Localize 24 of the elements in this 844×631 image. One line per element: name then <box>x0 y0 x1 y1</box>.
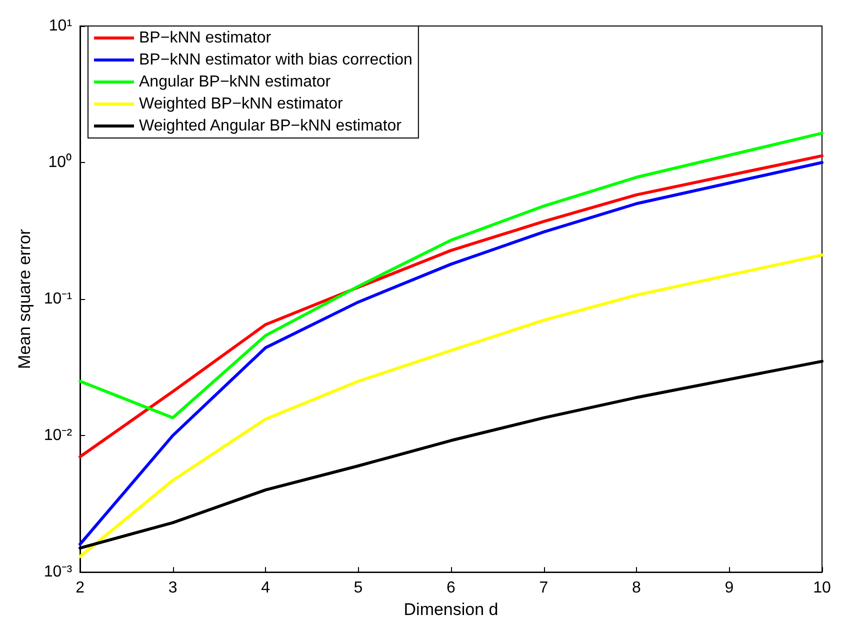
legend-label: BP−kNN estimator <box>139 30 272 46</box>
legend-label: Weighted BP−kNN estimator <box>139 96 344 112</box>
y-axis-title: Mean square error <box>15 228 34 369</box>
line-series <box>78 254 824 558</box>
legend-label: Angular BP−kNN estimator <box>139 74 332 90</box>
line-series <box>78 161 824 546</box>
line-series <box>78 154 824 458</box>
y-tick-label: 10⁻³ <box>44 564 73 581</box>
y-tick-label: 10¹ <box>48 18 72 34</box>
x-tick-label: 10 <box>813 580 831 597</box>
y-tick-label: 10⁻² <box>44 427 73 444</box>
x-tick-label: 2 <box>76 580 85 597</box>
x-tick-label: 3 <box>168 580 178 597</box>
x-axis-title: Dimension d <box>404 600 498 619</box>
x-tick-label: 8 <box>632 580 642 597</box>
x-tick-label: 7 <box>539 580 548 597</box>
x-tick-label: 6 <box>446 580 456 597</box>
legend-label: Weighted Angular BP−kNN estimator <box>139 118 402 134</box>
x-tick-label: 5 <box>354 580 363 597</box>
y-tick-label: 10⁰ <box>48 153 72 172</box>
y-tick-label: 10⁻¹ <box>44 290 72 308</box>
x-tick-label: 9 <box>724 580 734 597</box>
legend-label: BP−kNN estimator with bias correction <box>139 52 412 68</box>
x-tick-label: 4 <box>261 580 270 597</box>
